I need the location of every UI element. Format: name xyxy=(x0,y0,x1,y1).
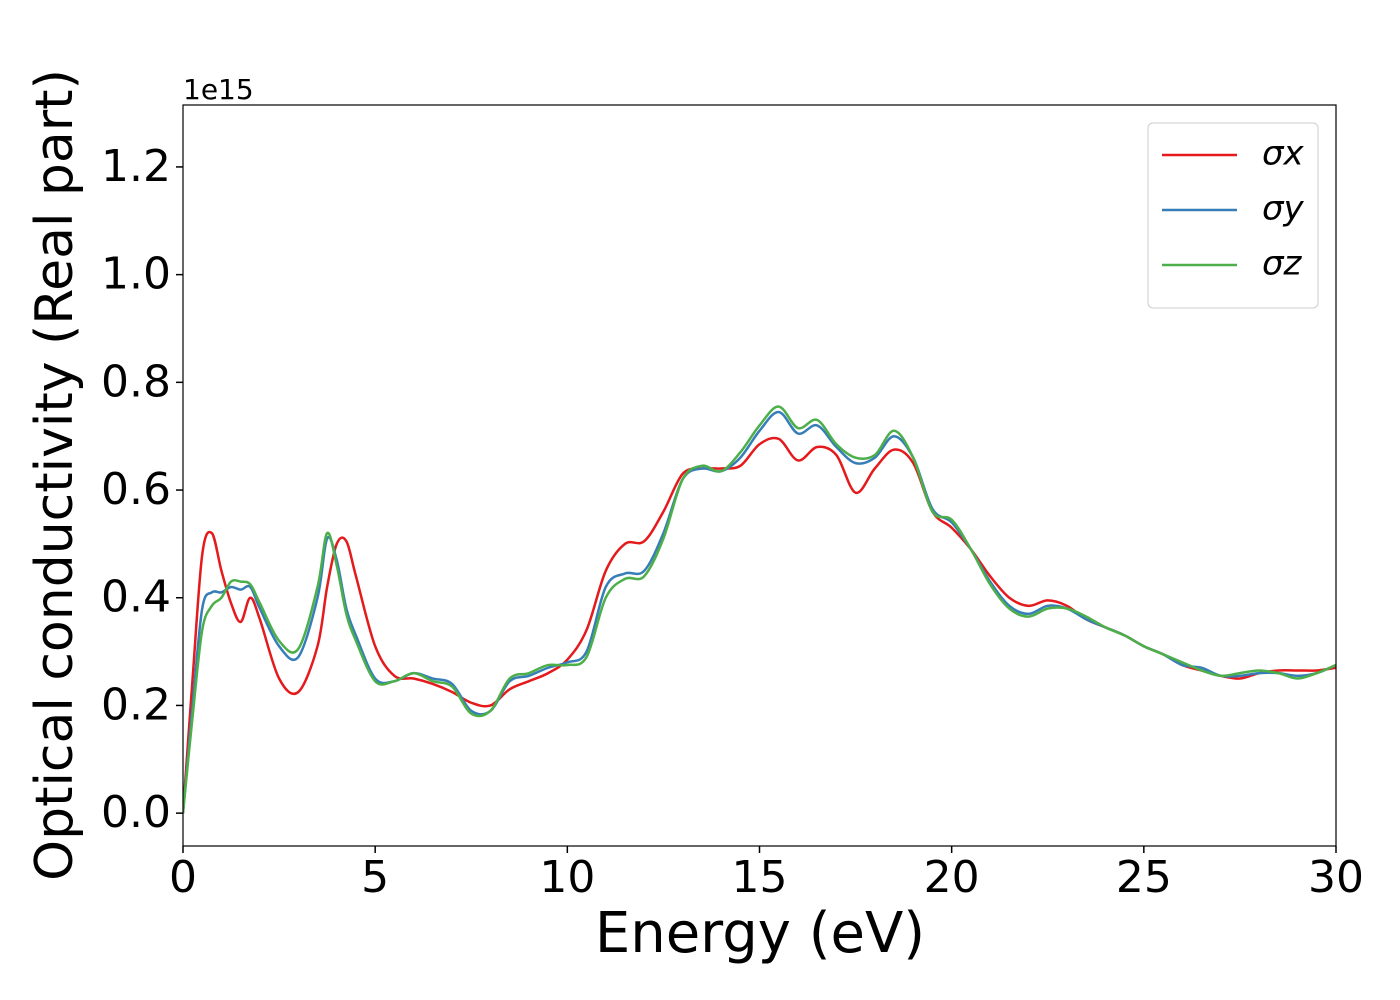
x-tick-label: 0 xyxy=(169,852,197,903)
legend-label: σz xyxy=(1262,244,1303,284)
y-tick-label: 0.6 xyxy=(101,464,171,515)
y-tick-label: 0.0 xyxy=(101,787,171,838)
y-axis-label: Optical conductivity (Real part) xyxy=(25,69,85,881)
series-line xyxy=(183,410,1336,814)
legend-box xyxy=(1147,122,1319,309)
x-tick-label: 25 xyxy=(1116,852,1172,903)
y-offset-label: 1e15 xyxy=(183,73,254,106)
y-tick-label: 1.0 xyxy=(101,249,171,300)
x-axis-label: Energy (eV) xyxy=(595,901,925,966)
x-tick-label: 30 xyxy=(1308,852,1364,903)
y-tick-label: 0.2 xyxy=(101,679,171,730)
x-tick-label: 20 xyxy=(924,852,980,903)
legend-label: σy xyxy=(1262,189,1305,229)
y-tick-label: 1.2 xyxy=(101,141,171,192)
x-tick-label: 10 xyxy=(539,852,595,903)
y-tick-label: 0.4 xyxy=(101,572,171,623)
x-tick-label: 5 xyxy=(361,852,389,903)
plot-frame xyxy=(182,104,1337,847)
series-line xyxy=(183,436,1336,814)
x-tick-label: 15 xyxy=(732,852,788,903)
legend-label: σx xyxy=(1262,134,1305,174)
y-tick-label: 0.8 xyxy=(101,356,171,407)
series-line xyxy=(183,405,1336,814)
